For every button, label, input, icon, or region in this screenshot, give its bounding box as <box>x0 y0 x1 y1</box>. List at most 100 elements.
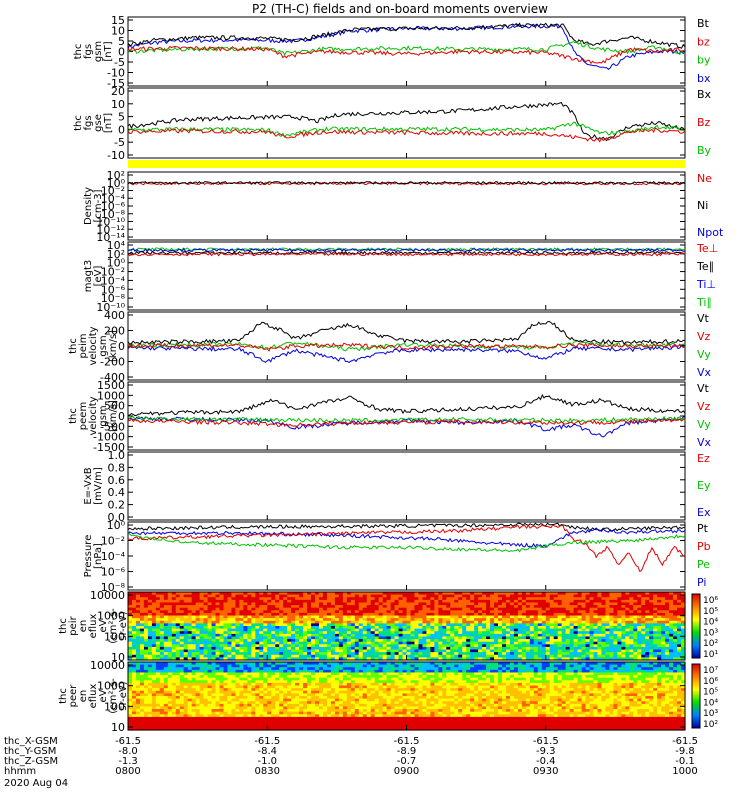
spectrogram-cell <box>533 644 539 648</box>
spectrogram-cell <box>601 594 607 598</box>
spectrogram-cell <box>597 612 603 617</box>
spectrogram-cell <box>486 602 491 606</box>
spectrogram-cell <box>183 675 189 679</box>
spectrogram-cell <box>326 652 332 656</box>
spectrogram-cell <box>597 669 603 674</box>
spectrogram-cell <box>418 602 424 606</box>
spectrogram-cell <box>641 667 646 671</box>
spectrogram-cell <box>557 636 563 640</box>
spectrogram-cell <box>501 644 507 648</box>
spectrogram-cell <box>593 631 599 635</box>
spectrogram-cell <box>199 672 205 676</box>
spectrogram-cell <box>625 664 630 668</box>
spectrogram-cell <box>203 652 209 656</box>
spectrogram-cell <box>291 605 296 609</box>
spectrogram-cell <box>525 592 531 596</box>
spectrogram-cell <box>541 628 547 632</box>
spectrogram-cell <box>521 594 527 598</box>
spectrogram-cell <box>243 626 248 630</box>
spectrogram-cell <box>199 592 205 596</box>
spectrogram-cell <box>215 639 221 643</box>
spectrogram-cell <box>358 644 364 648</box>
spectrogram-cell <box>283 631 288 635</box>
spectrogram-cell <box>378 633 384 638</box>
spectrogram-cell <box>533 675 539 679</box>
spectrogram-cell <box>322 654 328 658</box>
spectrogram-cell <box>143 623 149 627</box>
spectrogram-cell <box>470 626 475 630</box>
spectrogram-cell <box>128 633 133 638</box>
series-Te∥ <box>127 250 686 256</box>
spectrogram-cell <box>350 652 356 656</box>
spectrogram-cell <box>505 628 511 632</box>
spectrogram-cell <box>215 654 221 658</box>
spectrogram-cell <box>358 631 364 635</box>
spectrogram-cell <box>267 672 272 676</box>
spectrogram-cell <box>637 626 642 630</box>
spectrogram-cell <box>669 599 674 604</box>
spectrogram-cell <box>354 623 360 627</box>
spectrogram-cell <box>426 618 431 622</box>
spectrogram-cell <box>434 657 439 661</box>
spectrogram-cell <box>183 631 189 635</box>
spectrogram-cell <box>195 664 201 668</box>
spectrogram-cell <box>486 612 491 617</box>
spectrogram-cell <box>267 646 272 651</box>
spectrogram-cell <box>414 607 420 611</box>
spectrogram-cell <box>418 599 424 604</box>
spectrogram-cell <box>287 610 292 614</box>
spectrogram-cell <box>350 612 356 617</box>
spectrogram-cell <box>227 626 233 630</box>
spectrogram-cell <box>334 677 340 681</box>
spectrogram-cell <box>330 602 336 606</box>
spectrogram-cell <box>219 599 225 604</box>
spectrogram-cell <box>605 623 611 627</box>
spectrogram-cell <box>267 652 272 656</box>
spectrogram-cell <box>633 610 638 614</box>
spectrogram-cell <box>517 664 523 668</box>
spectrogram-cell <box>171 620 177 624</box>
spectrogram-cell <box>418 597 424 601</box>
spectrogram-cell <box>613 597 618 601</box>
spectrogram-cell <box>466 664 471 668</box>
spectrogram-cell <box>326 675 332 679</box>
spectrogram-cell <box>494 610 499 614</box>
spectrogram-cell <box>362 636 368 640</box>
spectrogram-cell <box>330 672 336 676</box>
spectrogram-cell <box>207 628 213 632</box>
spectrogram-cell <box>434 605 439 609</box>
spectrogram-cell <box>470 607 475 611</box>
spectrogram-cell <box>446 657 451 661</box>
spectrogram-cell <box>521 654 527 658</box>
spectrogram-cell <box>458 633 463 638</box>
spectrogram-cell <box>549 641 555 645</box>
spectrogram-cell <box>179 602 185 606</box>
spectrogram-cell <box>406 662 412 666</box>
spectrogram-cell <box>549 605 555 609</box>
spectrogram-cell <box>490 592 495 596</box>
spectrogram-cell <box>637 677 642 681</box>
spectrogram-cell <box>299 641 304 645</box>
spectrogram-cell <box>259 594 264 598</box>
spectrogram-cell <box>410 664 416 668</box>
spectrogram-cell <box>394 620 400 624</box>
spectrogram-cell <box>482 646 487 651</box>
spectrogram-cell <box>135 644 141 648</box>
spectrogram-cell <box>366 641 372 645</box>
spectrogram-cell <box>128 680 133 684</box>
spectrogram-cell <box>605 675 611 679</box>
spectrogram-cell <box>171 652 177 656</box>
spectrogram-cell <box>573 605 579 609</box>
spectrogram-cell <box>486 641 491 645</box>
y-tick-label: 0.2 <box>108 499 126 512</box>
spectrogram-cell <box>414 669 420 674</box>
spectrogram-cell <box>191 633 197 638</box>
spectrogram-cell <box>223 649 229 653</box>
spectrogram-cell <box>386 636 392 640</box>
spectrogram-cell <box>541 623 547 627</box>
y-tick-label: 10⁻¹⁰ <box>96 216 125 229</box>
spectrogram-cell <box>299 597 304 601</box>
spectrogram-cell <box>501 631 507 635</box>
spectrogram-cell <box>135 615 141 619</box>
